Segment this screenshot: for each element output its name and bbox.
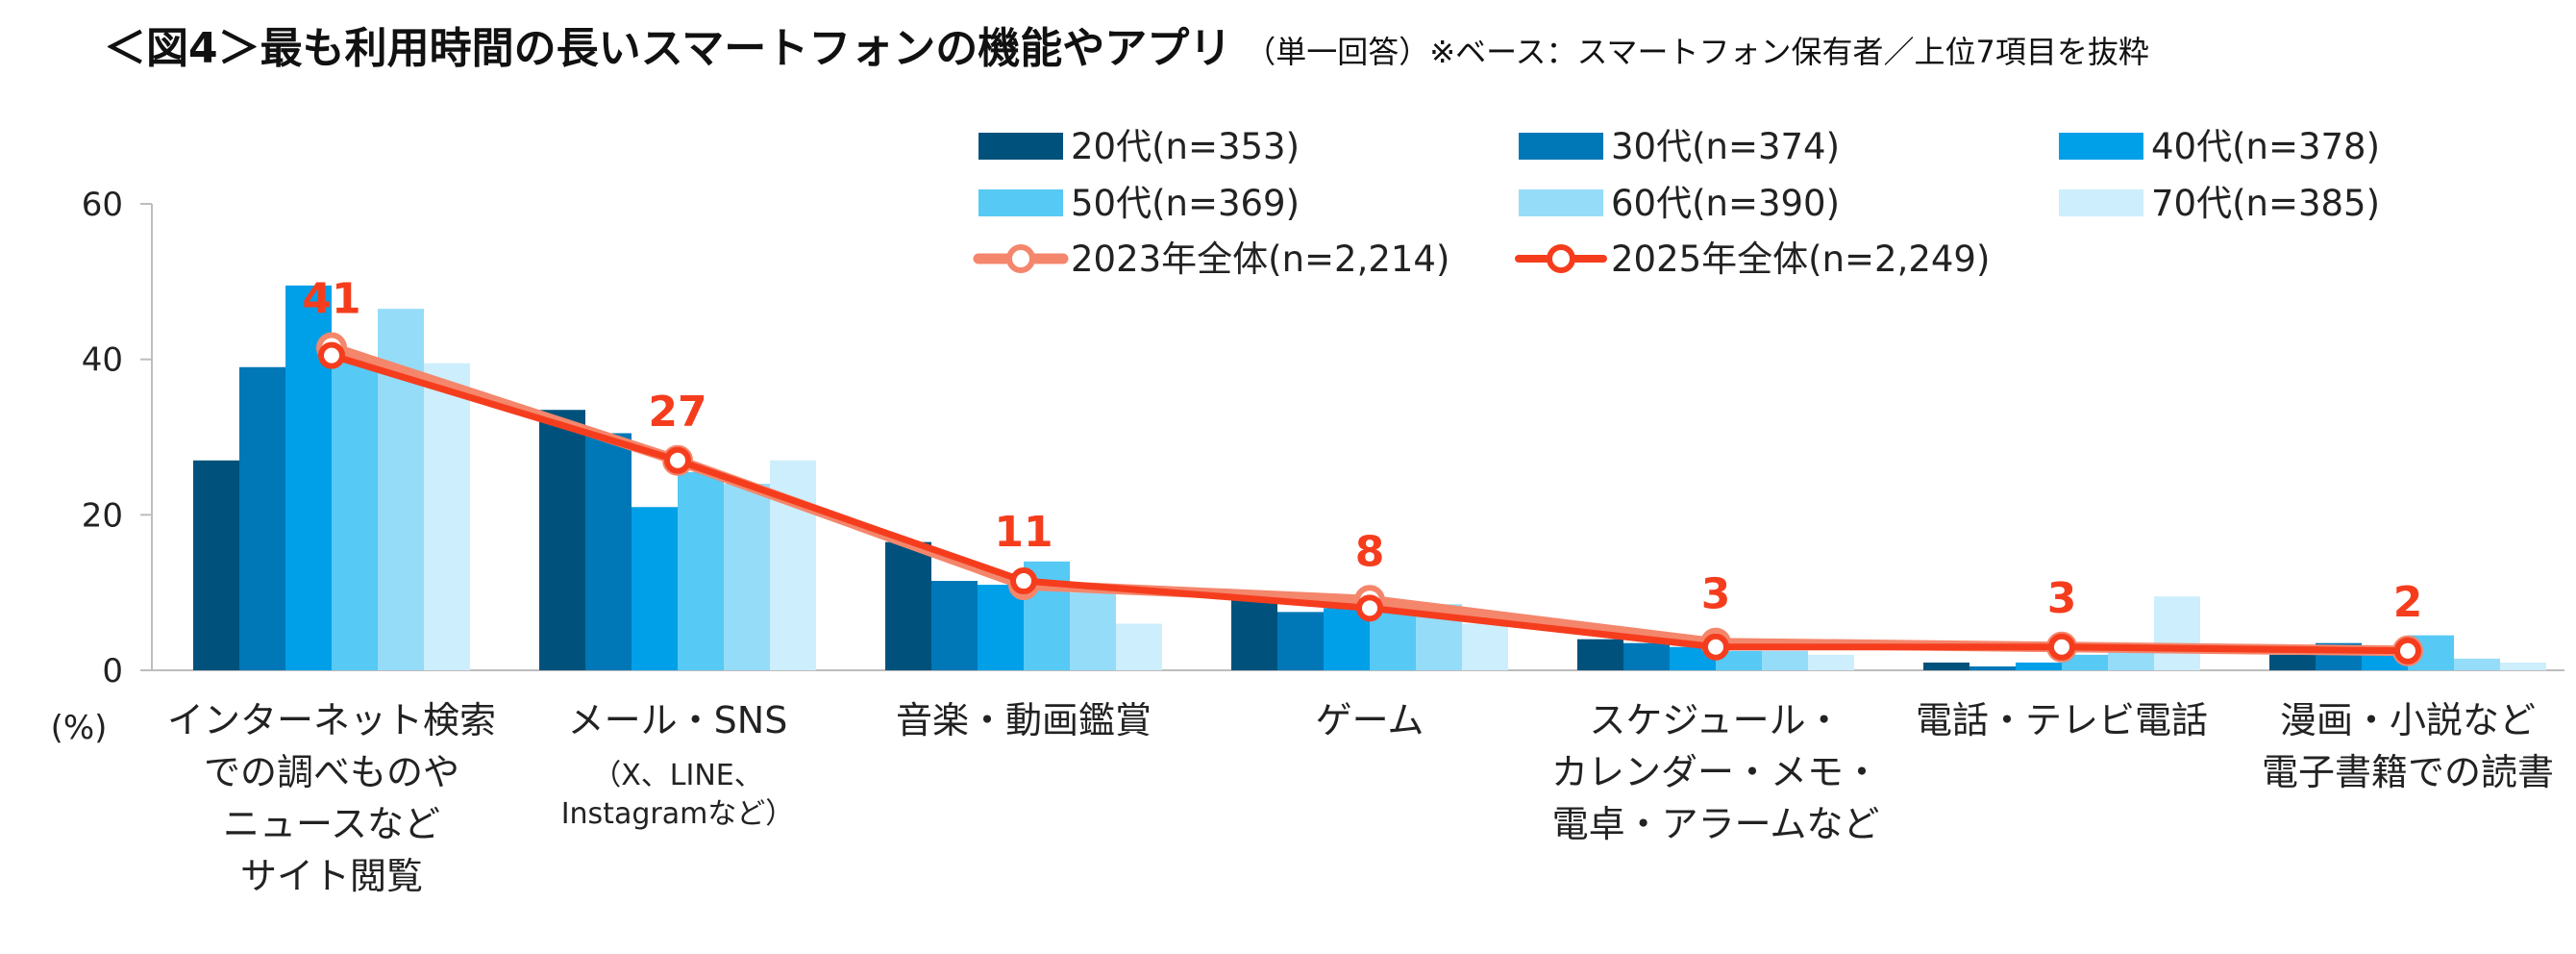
bar-6-3 — [1116, 623, 1162, 670]
bar-1-2 — [539, 410, 585, 670]
legend-line-label-1: 2023年全体(n=2,214) — [1071, 238, 1449, 280]
chart-title-main: ＜図4＞最も利用時間の長いスマートフォンの機能やアプリ — [104, 24, 1232, 73]
category-label-1: での調べものや — [204, 751, 459, 793]
y-tick-label: 0 — [102, 652, 123, 690]
legend-swatch-5 — [1519, 189, 1603, 216]
category-label-1: ニュースなど — [223, 803, 440, 845]
legend-label-6: 70代(n=385) — [2151, 183, 2380, 224]
line-point-2-1 — [318, 341, 345, 369]
bar-4-5 — [1716, 650, 1762, 670]
bar-6-6 — [2154, 596, 2200, 670]
bar-3-2 — [632, 507, 678, 670]
category-label-7: 電子書籍での読書 — [2262, 751, 2554, 793]
category-label-2: Instagramなど） — [561, 797, 795, 831]
bar-4-6 — [2062, 654, 2108, 670]
data-label-4: 8 — [1355, 527, 1385, 576]
legend-swatch-2 — [1519, 133, 1603, 160]
line-point-2-3 — [1010, 567, 1037, 595]
legend-label-2: 30代(n=374) — [1611, 126, 1840, 167]
bar-1-1 — [193, 460, 239, 670]
data-label-5: 3 — [1701, 570, 1731, 619]
bar-2-3 — [931, 581, 978, 670]
data-label-7: 2 — [2393, 578, 2423, 627]
legend-line-label-2: 2025年全体(n=2,249) — [1611, 238, 1990, 280]
category-label-1: サイト閲覧 — [240, 855, 423, 897]
bar-5-5 — [1762, 650, 1808, 670]
bar-6-5 — [1808, 654, 1854, 670]
line-point-2-2 — [664, 446, 691, 474]
bar-6-1 — [424, 363, 470, 670]
line-point-2-4 — [1356, 594, 1383, 622]
bar-2-2 — [585, 433, 632, 670]
category-label-5: 電卓・アラームなど — [1552, 803, 1880, 845]
bar-1-6 — [1923, 662, 1969, 670]
data-label-3: 11 — [994, 508, 1053, 557]
legend-swatch-3 — [2059, 133, 2143, 160]
legend-label-1: 20代(n=353) — [1071, 126, 1300, 167]
category-label-7: 漫画・小説など — [2280, 699, 2536, 741]
category-label-5: カレンダー・メモ・ — [1551, 751, 1880, 793]
y-tick-label: 60 — [82, 186, 123, 224]
bar-1-4 — [1231, 600, 1277, 670]
chart-title-sub: （単一回答）※ベース：スマートフォン保有者／上位7項目を抜粋 — [1245, 34, 2149, 70]
line-point-2-5 — [1702, 633, 1729, 661]
legend-swatch-1 — [978, 133, 1063, 160]
bar-1-5 — [1577, 639, 1623, 670]
legend: 20代(n=353) 30代(n=374) 40代(n=378) 50代(n=369)… — [973, 126, 2380, 280]
category-label-6: 電話・テレビ電話 — [1916, 699, 2208, 741]
legend-marker-2 — [1547, 244, 1575, 273]
bar-1-7 — [2269, 654, 2316, 670]
category-label-2: メール・SNS — [568, 699, 788, 741]
category-label-3: 音楽・動画鑑賞 — [896, 699, 1152, 741]
chart-title: ＜図4＞最も利用時間の長いスマートフォンの機能やアプリ （単一回答）※ベース：スマ… — [104, 13, 2149, 75]
category-label-2: （X、LINE、 — [592, 759, 763, 792]
data-label-6: 3 — [2047, 574, 2077, 623]
data-label-2: 27 — [648, 388, 706, 437]
legend-label-3: 40代(n=378) — [2151, 126, 2380, 167]
bar-1-3 — [885, 541, 931, 670]
bar-6-7 — [2500, 662, 2546, 670]
bar-6-4 — [1462, 623, 1508, 670]
bar-4-2 — [678, 471, 724, 670]
data-label-1: 41 — [302, 275, 360, 324]
bar-2-4 — [1277, 612, 1324, 670]
line-point-2-6 — [2048, 633, 2075, 661]
legend-marker-1 — [1006, 244, 1035, 273]
legend-label-5: 60代(n=390) — [1611, 183, 1840, 224]
bar-3-6 — [2016, 662, 2062, 670]
bar-5-7 — [2454, 658, 2500, 670]
category-label-4: ゲーム — [1316, 699, 1424, 741]
line-point-2-7 — [2394, 637, 2421, 665]
category-label-5: スケジュール・ — [1589, 699, 1842, 741]
y-axis-unit: (%) — [51, 709, 108, 747]
bar-2-1 — [239, 366, 285, 670]
bar-5-2 — [724, 484, 770, 670]
bar-2-6 — [1969, 665, 2016, 670]
y-tick-label: 40 — [82, 341, 123, 380]
bar-4-1 — [332, 359, 378, 670]
category-label-1: インターネット検索 — [167, 699, 496, 741]
y-tick-label: 20 — [82, 496, 123, 535]
bar-2-5 — [1623, 642, 1670, 670]
legend-label-4: 50代(n=369) — [1071, 183, 1300, 224]
bar-3-3 — [978, 585, 1024, 670]
bar-5-3 — [1070, 592, 1116, 670]
legend-swatch-6 — [2059, 189, 2143, 216]
legend-swatch-4 — [978, 189, 1063, 216]
lines-group — [316, 332, 2423, 666]
